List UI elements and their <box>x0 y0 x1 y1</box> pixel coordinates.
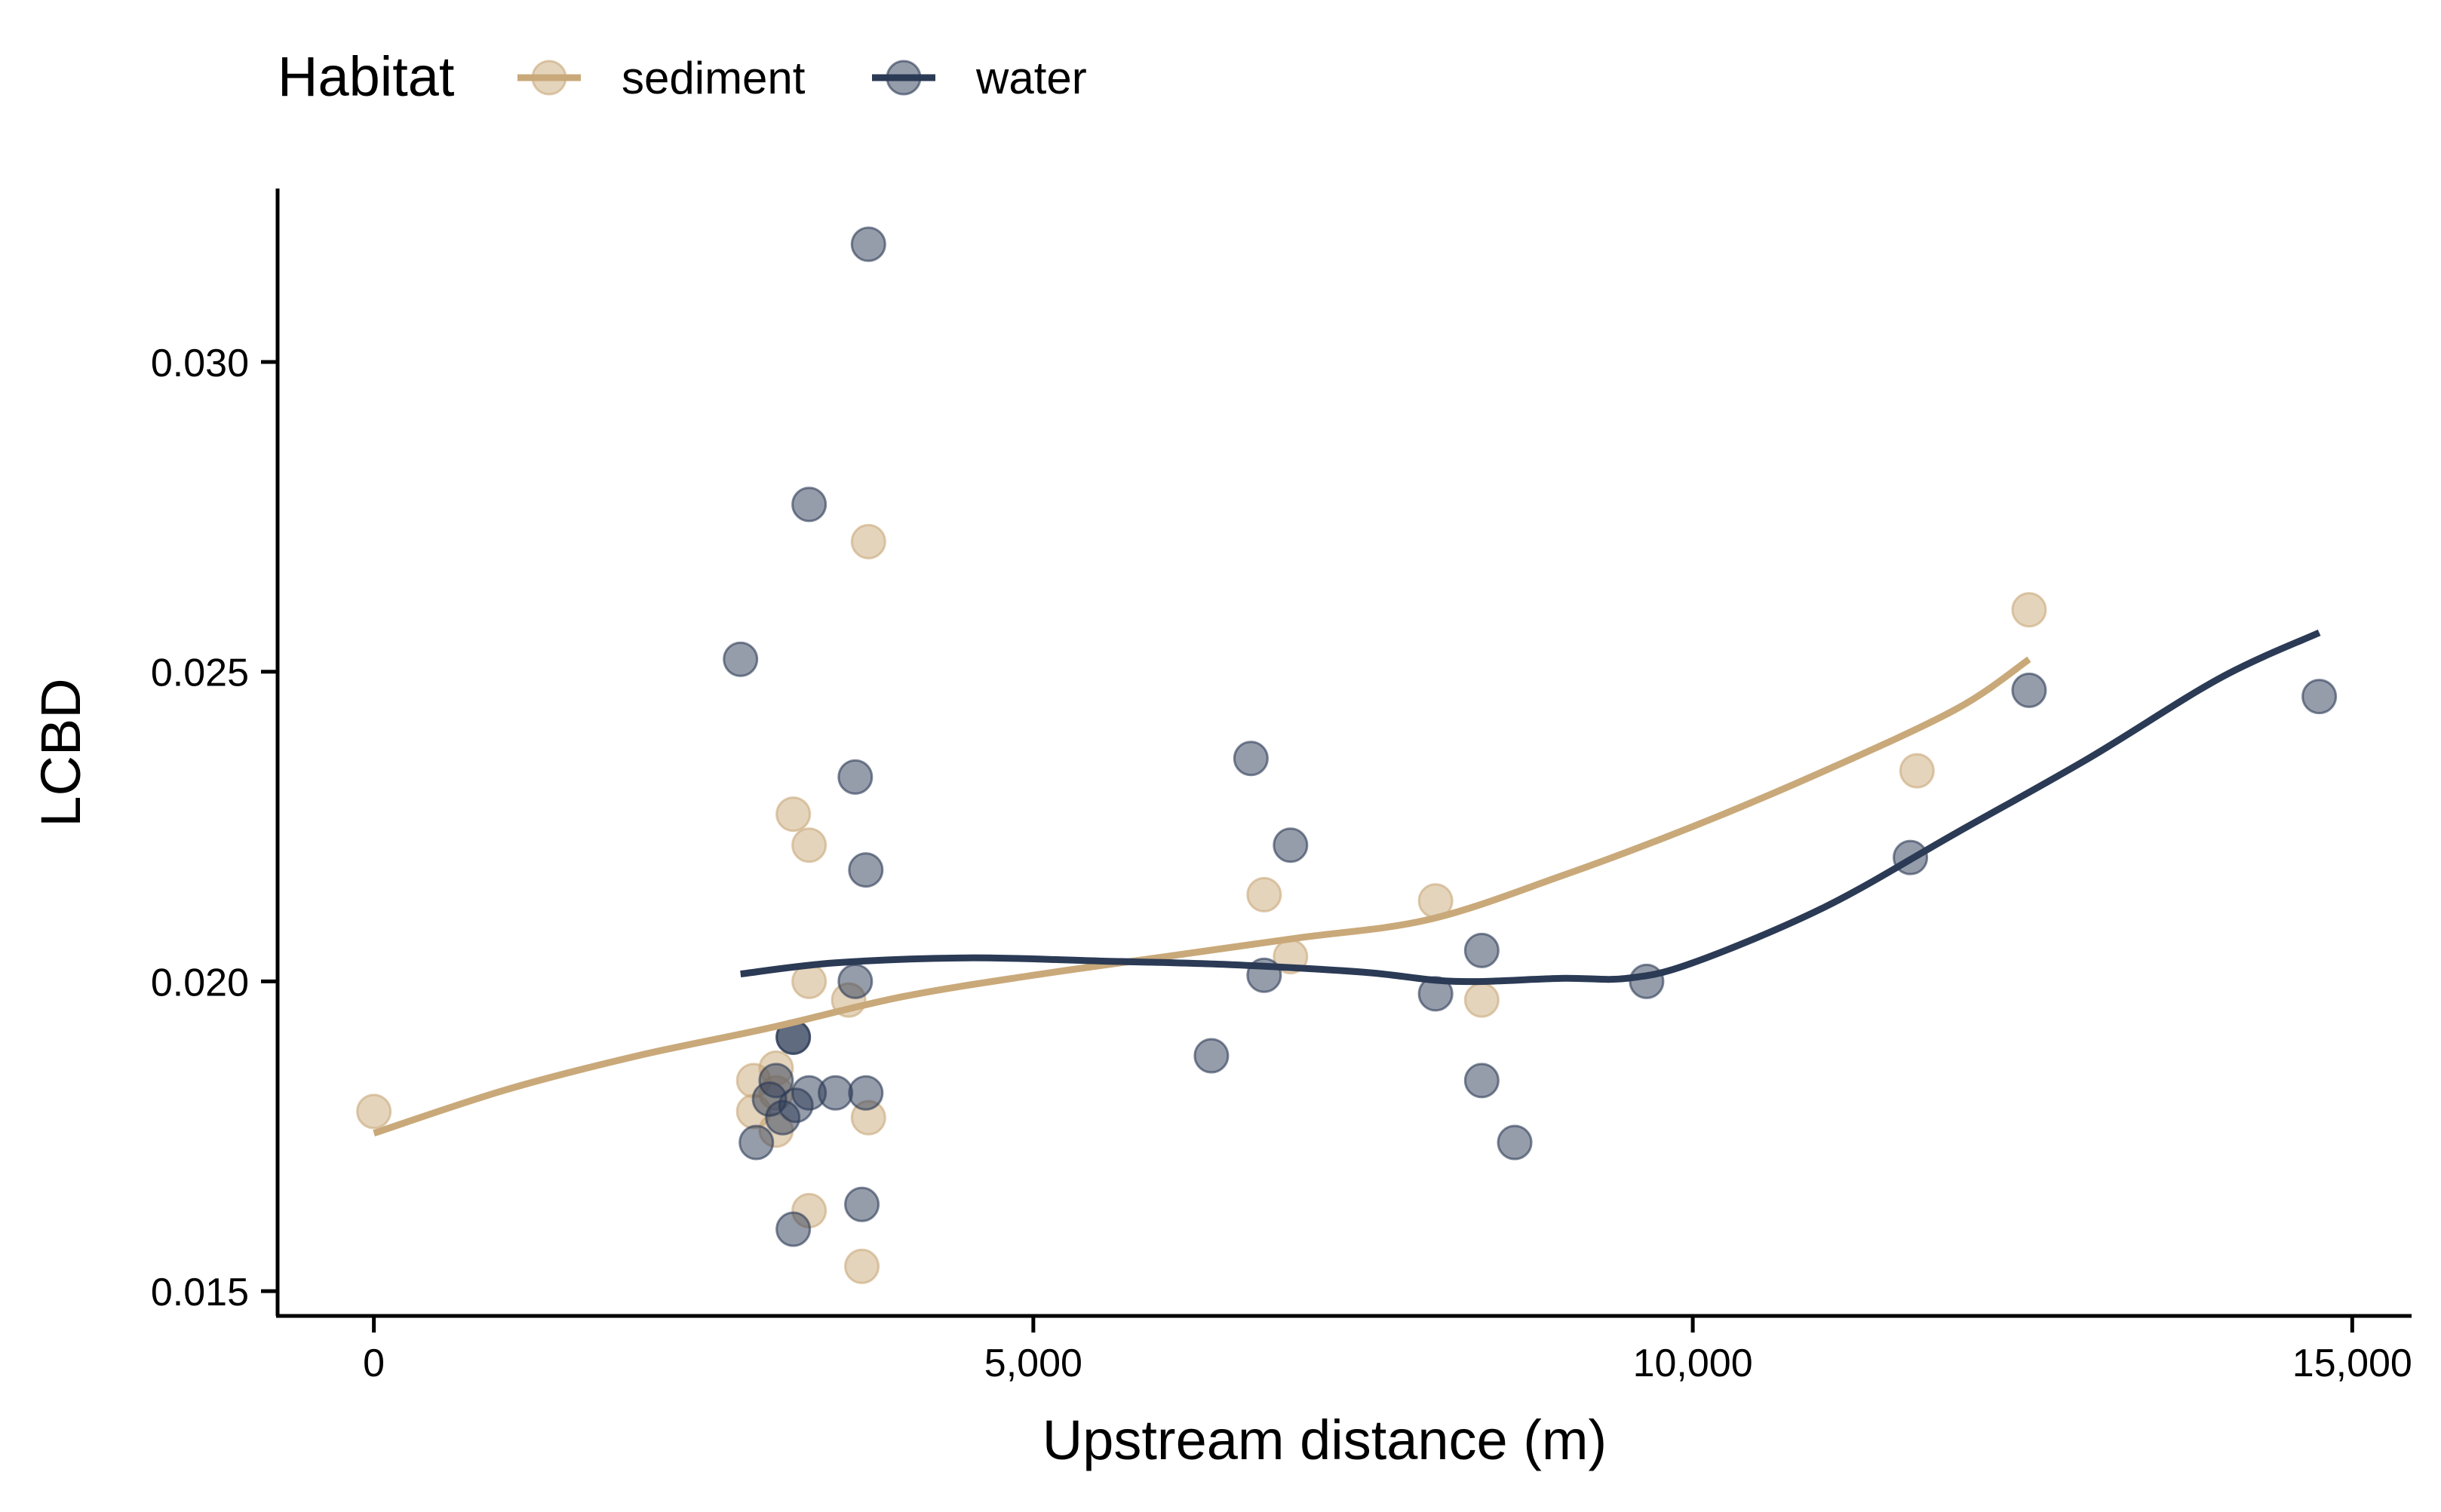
water-point <box>1497 1124 1533 1161</box>
x-axis: 0 5,000 10,000 15,000 <box>276 1314 2412 1385</box>
plot-area <box>356 226 2338 1284</box>
legend-title: Habitat <box>278 45 455 108</box>
water-legend-marker <box>886 60 922 96</box>
sediment-point <box>1463 982 1500 1018</box>
x-axis-title: Upstream distance (m) <box>1042 1409 1607 1471</box>
water-point <box>738 1124 775 1161</box>
sediment-point <box>2011 592 2047 628</box>
y-axis: 0.015 0.020 0.025 0.030 <box>151 189 280 1316</box>
sediment-point <box>844 1248 880 1284</box>
y-tick-label: 0.020 <box>151 961 249 1004</box>
water-point <box>2301 679 2338 715</box>
water-point <box>1463 1063 1500 1099</box>
water-point <box>837 963 874 999</box>
water-point <box>848 1075 884 1111</box>
y-tick-label: 0.015 <box>151 1271 249 1314</box>
legend: Habitat sediment water <box>278 45 1087 108</box>
x-ticks: 0 5,000 10,000 15,000 <box>363 1316 2412 1385</box>
water-point <box>844 1186 880 1222</box>
x-tick-label: 10,000 <box>1633 1342 1753 1385</box>
water-point <box>1463 932 1500 968</box>
water-trend-line <box>740 629 2321 986</box>
x-tick-label: 15,000 <box>2292 1342 2412 1385</box>
y-axis-title: LCBD <box>29 678 92 827</box>
water-point <box>848 852 884 888</box>
series-points <box>356 226 2338 1284</box>
water-point <box>1233 741 1269 777</box>
series-lines <box>373 629 2321 1136</box>
sediment-legend-marker <box>531 60 567 96</box>
water-point <box>791 486 827 523</box>
water-legend-label: water <box>975 53 1087 103</box>
water-point <box>758 1063 794 1099</box>
sediment-point <box>1246 876 1282 912</box>
sediment-trend-line <box>373 656 2031 1136</box>
y-tick-label: 0.030 <box>151 342 249 385</box>
water-point <box>2011 672 2047 708</box>
sediment-point <box>356 1093 392 1130</box>
water-point <box>837 759 874 795</box>
sediment-point <box>775 796 812 833</box>
sediment-point <box>791 827 827 863</box>
sediment-point <box>1899 753 1935 789</box>
water-point <box>723 641 759 677</box>
water-point <box>1193 1038 1230 1074</box>
water-point <box>775 1211 812 1247</box>
x-tick-label: 5,000 <box>984 1342 1082 1385</box>
sediment-legend-label: sediment <box>622 53 806 103</box>
y-tick-label: 0.025 <box>151 652 249 695</box>
water-point <box>1629 963 1665 999</box>
water-point <box>818 1075 854 1111</box>
water-point <box>1273 827 1309 863</box>
legend-items: sediment water <box>517 53 1087 103</box>
sediment-point <box>850 523 886 560</box>
x-tick-label: 0 <box>363 1342 385 1385</box>
water-point <box>850 226 886 262</box>
y-ticks: 0.015 0.020 0.025 0.030 <box>151 342 278 1314</box>
